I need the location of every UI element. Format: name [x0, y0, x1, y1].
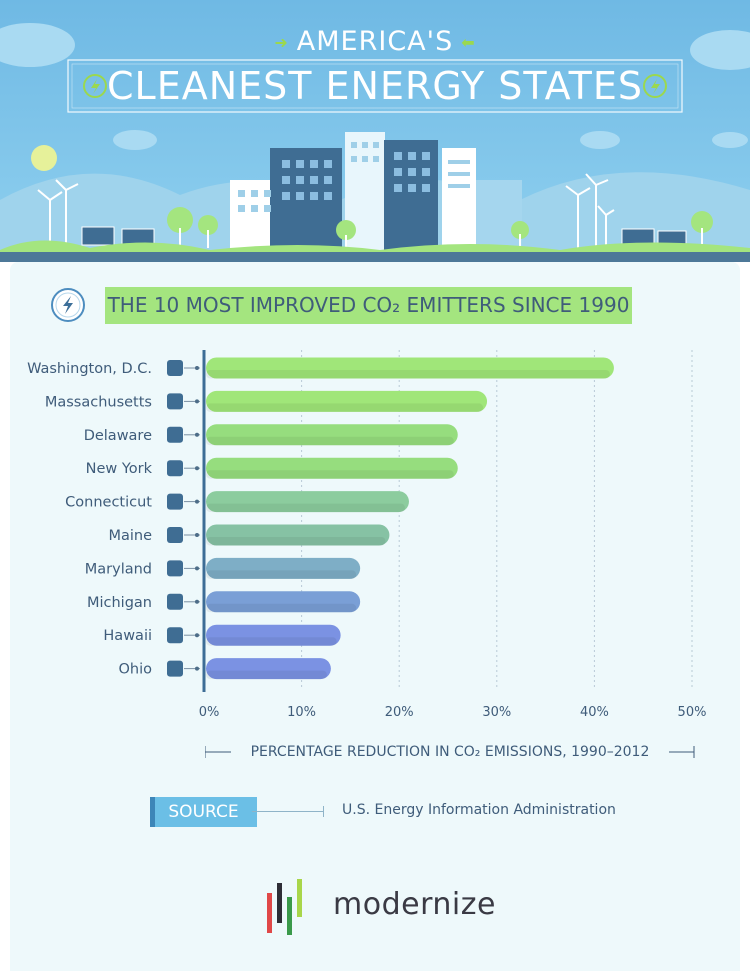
bolt-icon-right — [643, 74, 667, 98]
bar-connector-dot — [195, 499, 199, 504]
bar-shade — [206, 403, 484, 412]
bar — [206, 390, 488, 412]
bar-shade — [206, 670, 327, 680]
x-axis-caption: PERCENTAGE REDUCTION IN CO₂ EMISSIONS, 1… — [205, 740, 695, 764]
bar-connector-dot — [195, 432, 199, 437]
state-shape-icon — [167, 460, 183, 477]
source-connector — [252, 811, 324, 812]
bar — [206, 457, 458, 479]
bar-connector-dot — [195, 399, 199, 404]
bar — [206, 424, 458, 446]
solar-panels — [81, 226, 687, 248]
x-tick-label: 30% — [482, 705, 511, 720]
bar-shade — [206, 370, 610, 379]
chart-subtitle: THE 10 MOST IMPROVED CO₂ EMITTERS SINCE … — [107, 293, 630, 317]
x-tick-label: 0% — [199, 705, 220, 720]
state-shape-icon — [167, 426, 183, 443]
category-label: Connecticut — [65, 495, 152, 511]
category-label: Hawaii — [103, 628, 152, 644]
x-tick-label: 10% — [287, 705, 316, 720]
bar-connector-dot — [195, 466, 199, 471]
bar-connector-dot — [195, 633, 199, 638]
category-label: Maryland — [85, 561, 152, 577]
category-label: New York — [86, 461, 153, 477]
header-illustration — [0, 0, 750, 262]
caption-bracket — [205, 746, 695, 758]
bar — [206, 658, 331, 680]
state-shape-icon — [167, 560, 183, 577]
chart-panel — [10, 262, 740, 971]
state-shape-icon — [167, 360, 183, 376]
bar-connector-dot — [195, 566, 199, 571]
category-label: Washington, D.C. — [27, 361, 152, 377]
title-frame — [67, 59, 683, 113]
bar-shade — [206, 436, 454, 446]
bar — [206, 557, 361, 579]
clouds — [0, 23, 750, 150]
bar-connector-dot — [195, 599, 199, 604]
arrow-right-icon: ➜ — [274, 33, 289, 52]
x-axis-label: PERCENTAGE REDUCTION IN CO₂ EMISSIONS, 1… — [250, 744, 650, 760]
lightning-bolt-icon — [51, 288, 85, 322]
bar — [206, 624, 341, 646]
source-connector-tick — [323, 806, 324, 817]
state-shape-icon — [167, 593, 183, 610]
bar-connector-dot — [195, 533, 199, 537]
state-shape-icon — [167, 527, 183, 543]
bar-shade — [206, 503, 405, 513]
wind-turbines — [37, 173, 615, 248]
x-tick-label: 50% — [678, 705, 707, 720]
bar-connector-dot — [195, 366, 199, 370]
bolt-icon-left — [83, 74, 107, 98]
bar-shade — [206, 603, 357, 613]
bar-shade — [206, 637, 337, 646]
subtitle-banner — [105, 287, 632, 324]
x-tick-label: 40% — [580, 705, 609, 720]
bar-connector-dot — [195, 666, 199, 671]
category-label: Maine — [108, 528, 152, 544]
bar-shade — [206, 570, 357, 579]
state-shape-icon — [167, 660, 183, 677]
bar-shade — [206, 470, 454, 479]
category-label: Ohio — [118, 662, 152, 678]
title-line-1: ➜ AMERICA'S ⬅ — [0, 26, 750, 57]
bar — [206, 491, 409, 513]
arrow-left-icon: ⬅ — [461, 33, 476, 52]
category-label: Delaware — [84, 428, 152, 444]
trees — [167, 207, 713, 249]
bar-shade — [206, 537, 386, 546]
title-line-1-text: AMERICA'S — [296, 26, 454, 57]
category-label: Michigan — [87, 595, 152, 611]
source-label: SOURCE — [168, 802, 239, 822]
brand-name: modernize — [333, 887, 496, 922]
sun-icon — [31, 145, 57, 171]
state-shape-icon — [167, 493, 183, 510]
state-shape-icon — [167, 627, 183, 644]
bar — [206, 591, 361, 613]
road — [0, 252, 750, 262]
state-shape-icon — [167, 393, 183, 410]
bar — [206, 357, 614, 379]
city-buildings — [230, 132, 522, 252]
bar — [206, 524, 390, 546]
source-text: U.S. Energy Information Administration — [342, 802, 616, 818]
source-badge — [150, 797, 257, 827]
modernize-logo-icon — [267, 879, 302, 935]
category-label: Massachusetts — [45, 394, 152, 410]
x-tick-label: 20% — [385, 705, 414, 720]
page-title: CLEANEST ENERGY STATES — [106, 64, 644, 108]
